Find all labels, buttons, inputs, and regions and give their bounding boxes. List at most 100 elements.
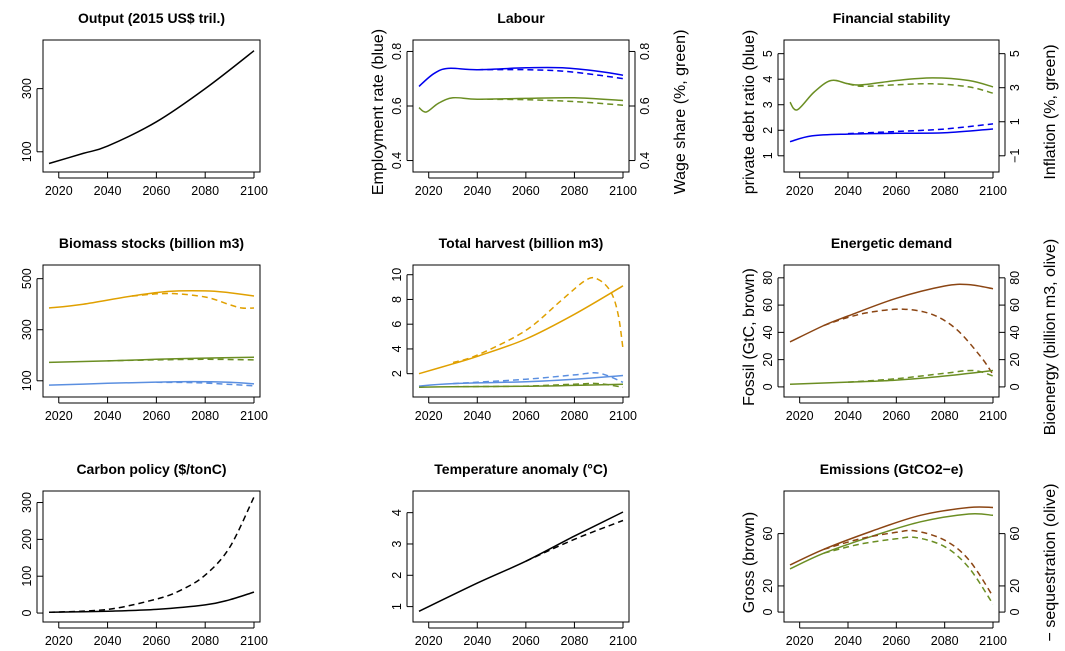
chart-title: Output (2015 US$ tril.): [78, 10, 225, 26]
x-tick-label: 2060: [882, 634, 910, 648]
chart-panel-4: Biomass stocks (billion m3) 2020 2040 2060 2…: [20, 235, 268, 423]
series-line-2-dashed: [48, 496, 255, 614]
y-tick-label: 5: [761, 50, 775, 57]
y-tick-label: 4: [761, 76, 775, 83]
y-tick-label: 60: [761, 298, 775, 312]
chart-panel-9: Emissions (GtCO2−e)2020 2040 2060 2080 21000…: [741, 461, 1059, 648]
y-tick-label: 1: [390, 603, 404, 610]
series-line-2-solid: [789, 512, 994, 570]
y-axis-label-right: Wage share (%, green): [672, 30, 689, 195]
series-line-1-solid: [48, 591, 255, 614]
series-line-4-dashed: [823, 536, 994, 605]
x-tick-label: 2100: [609, 634, 637, 648]
x-tick-label: 2060: [882, 409, 910, 423]
y-tick-label: 0: [20, 610, 34, 617]
x-tick-label: 2040: [834, 409, 862, 423]
series-line-4-dashed: [847, 369, 994, 383]
x-tick-label: 2020: [415, 184, 443, 198]
y-right-tick-label: 1: [1008, 118, 1022, 125]
series-line-6-dashed: [156, 381, 255, 387]
y-right-tick-label: 20: [1008, 579, 1022, 593]
series-line-4-dashed: [477, 98, 624, 106]
series-line-3-solid: [789, 77, 994, 111]
series-line-2-dashed: [477, 68, 624, 80]
x-tick-label: 2080: [561, 634, 589, 648]
series-line-1-solid: [418, 285, 624, 375]
series-line-1-solid: [418, 66, 624, 87]
x-tick-label: 2080: [931, 409, 959, 423]
y-tick-label: 6: [390, 321, 404, 328]
x-tick-label: 2020: [415, 634, 443, 648]
x-tick-label: 2100: [609, 184, 637, 198]
y-right-tick-label: 0.6: [638, 97, 652, 114]
x-tick-label: 2040: [463, 634, 491, 648]
y-tick-label: 300: [20, 78, 34, 99]
series-line-2-dashed: [823, 308, 994, 376]
series-line-1-solid: [789, 283, 994, 343]
chart-title: Biomass stocks (billion m3): [59, 235, 244, 251]
y-tick-label: 300: [20, 319, 34, 340]
x-tick-label: 2100: [240, 184, 268, 198]
y-axis-label: Employment rate (blue): [370, 29, 387, 195]
y-tick-label: 0: [761, 383, 775, 390]
series-line-1-solid: [48, 50, 255, 165]
series-line-6-dashed: [452, 382, 624, 389]
x-tick-label: 2080: [561, 409, 589, 423]
plot-frame: [412, 264, 630, 398]
series-line-1-solid: [789, 506, 994, 566]
y-right-tick-label: 5: [1008, 50, 1022, 57]
x-tick-label: 2040: [94, 184, 122, 198]
x-tick-label: 2060: [512, 634, 540, 648]
plot-frame: [783, 264, 1000, 398]
x-tick-label: 2080: [561, 184, 589, 198]
y-axis-label-right: − sequestration (olive): [1042, 484, 1059, 642]
series-line-2-dashed: [525, 519, 624, 562]
x-tick-label: 2020: [786, 184, 814, 198]
y-tick-label: 500: [20, 268, 34, 289]
chart-title: Temperature anomaly (°C): [434, 461, 607, 477]
y-axis-label-right: Bioenergy (billion m3, olive): [1042, 239, 1059, 436]
y-tick-label: 100: [20, 370, 34, 391]
x-tick-label: 2100: [979, 634, 1007, 648]
y-right-tick-label: 20: [1008, 353, 1022, 367]
chart-panel-3: Financial stability 2020 2040 2060 2080 2100 1…: [741, 10, 1059, 198]
series-line-3-solid: [418, 374, 624, 387]
chart-panel-5: Total harvest (billion m3) 2020 2040 2060 20…: [390, 235, 637, 423]
chart-title: Carbon policy ($/tonC): [76, 461, 226, 477]
x-tick-label: 2020: [415, 409, 443, 423]
x-tick-label: 2060: [882, 184, 910, 198]
y-right-tick-label: 0: [1008, 383, 1022, 390]
y-axis-label: Gross (brown): [741, 512, 758, 613]
x-tick-label: 2020: [786, 409, 814, 423]
series-line-5-solid: [418, 383, 624, 389]
y-right-tick-label: 0: [1008, 609, 1022, 616]
y-tick-label: 3: [390, 540, 404, 547]
chart-title: Labour: [497, 10, 545, 26]
y-tick-label: 0.4: [390, 152, 404, 169]
y-right-tick-label: −1: [1008, 149, 1022, 163]
y-tick-label: 20: [761, 353, 775, 367]
plot-frame: [783, 490, 1000, 623]
y-tick-label: 0.8: [390, 43, 404, 60]
x-tick-label: 2040: [834, 634, 862, 648]
y-tick-label: 1: [761, 152, 775, 159]
x-tick-label: 2100: [979, 409, 1007, 423]
y-axis-label: Fossil (GtC, brown): [741, 268, 758, 406]
plot-frame: [42, 490, 261, 623]
chart-title: Energetic demand: [831, 235, 952, 251]
y-tick-label: 20: [761, 579, 775, 593]
x-tick-label: 2060: [142, 184, 170, 198]
y-axis-label: private debt ratio (blue): [741, 30, 758, 195]
y-tick-label: 100: [20, 141, 34, 162]
x-tick-label: 2100: [240, 634, 268, 648]
x-tick-label: 2040: [463, 409, 491, 423]
x-tick-label: 2080: [191, 634, 219, 648]
x-tick-label: 2060: [142, 409, 170, 423]
y-right-tick-label: 40: [1008, 325, 1022, 339]
chart-panel-8: Temperature anomaly (°C) 2020 2040 2060 2080…: [390, 461, 637, 648]
chart-panel-7: Carbon policy ($/tonC) 2020 2040 2060 2080 21…: [20, 461, 268, 648]
x-tick-label: 2080: [191, 184, 219, 198]
series-line-2-dashed: [847, 123, 994, 135]
x-tick-label: 2040: [94, 409, 122, 423]
